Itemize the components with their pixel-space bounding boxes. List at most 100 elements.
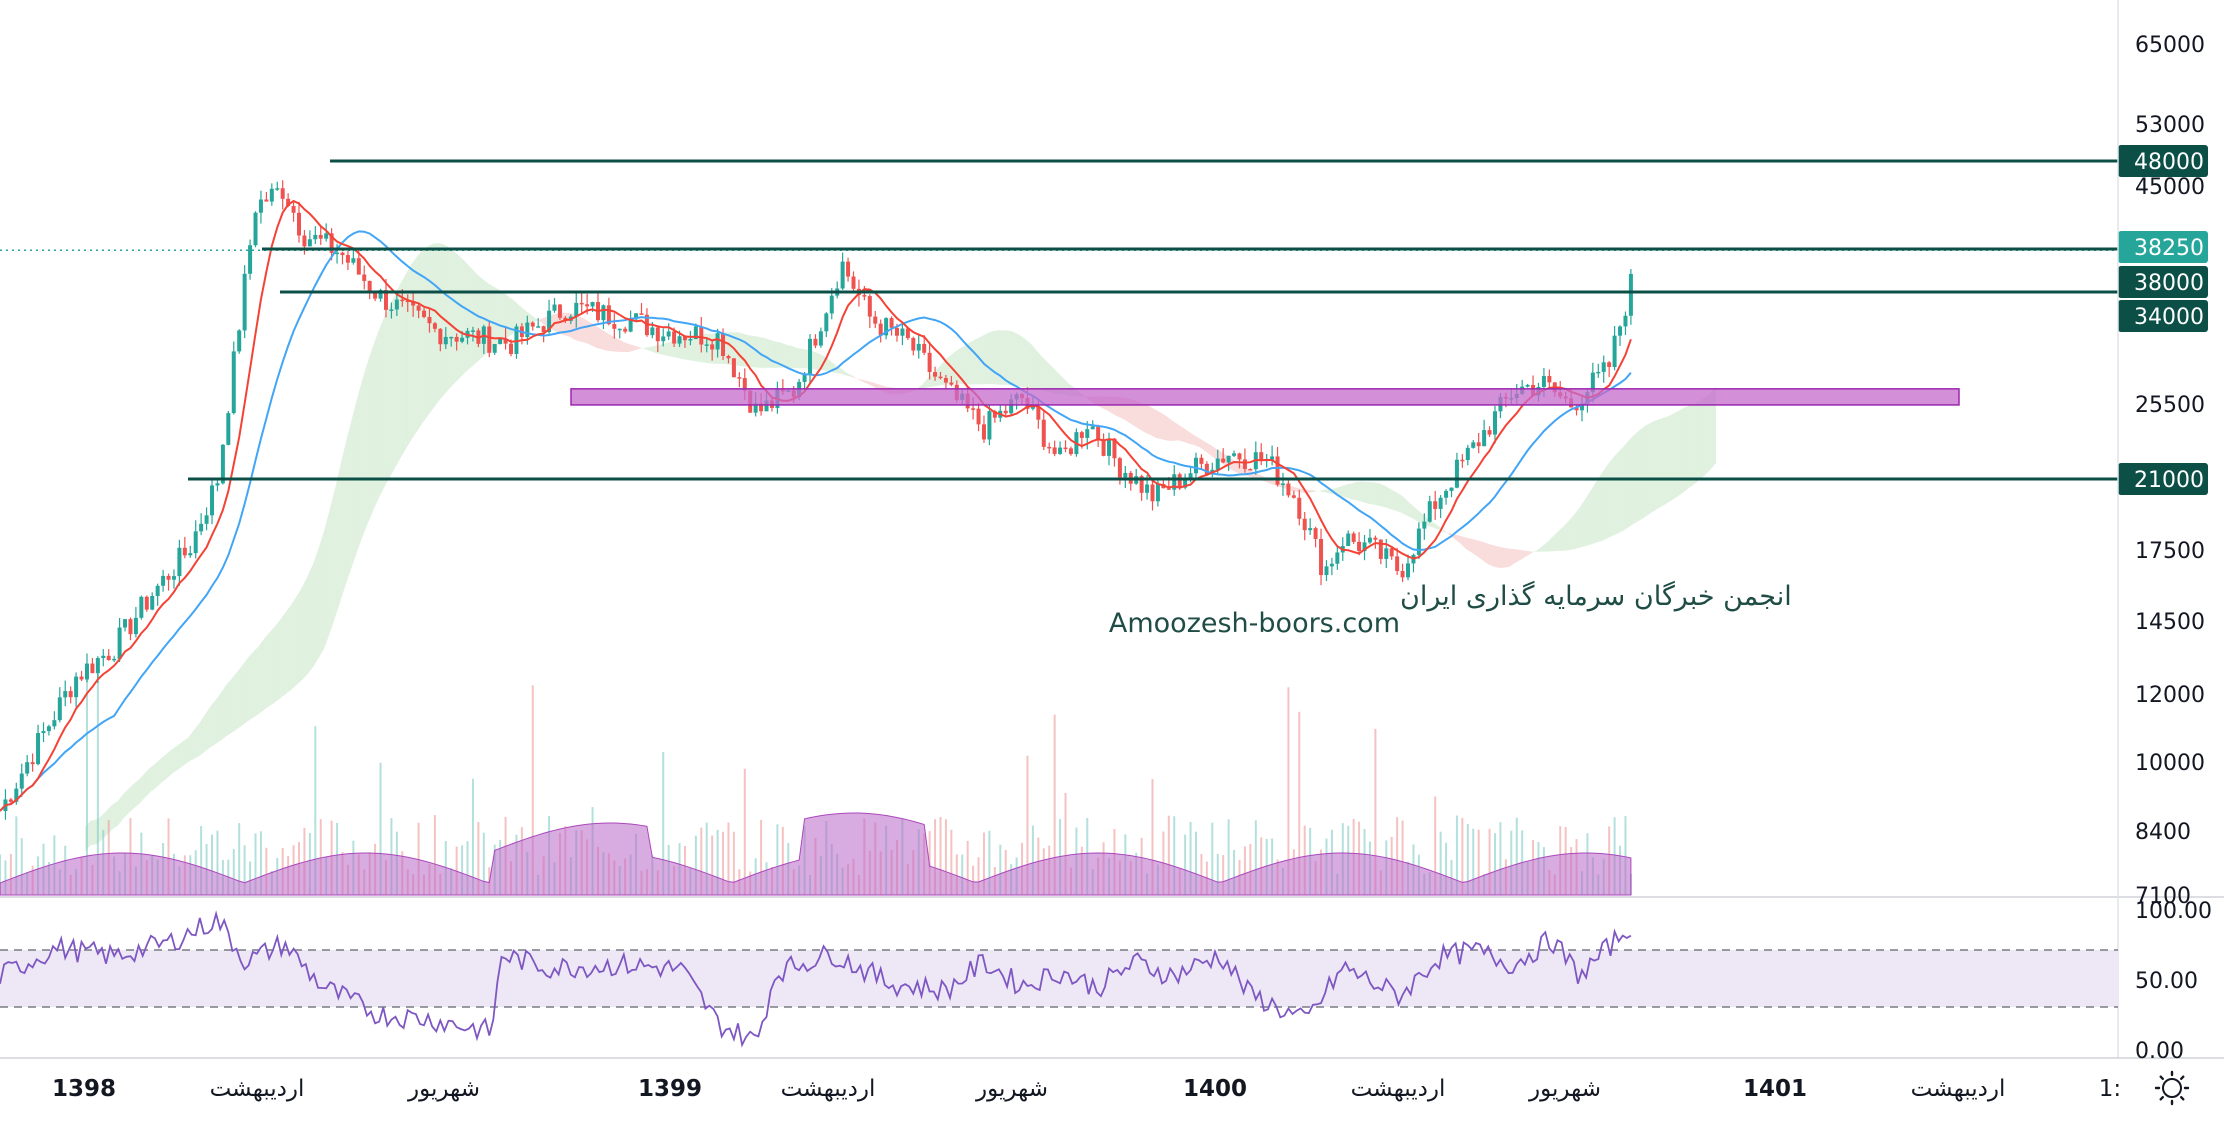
candle-body: [666, 331, 671, 337]
chart-settings-icon[interactable]: [2154, 1070, 2190, 1106]
watermark-line1: انجمن خبرگان سرمایه گذاری ایران: [1400, 580, 1792, 612]
candle-body: [1618, 326, 1623, 336]
volume-bar: [433, 815, 436, 895]
cloud-segment: [1634, 429, 1640, 524]
candle-body: [1047, 446, 1052, 449]
candle-body: [171, 576, 176, 580]
cloud-segment: [965, 341, 972, 385]
cloud-segment: [1667, 414, 1673, 504]
cloud-segment: [786, 344, 792, 368]
cloud-segment: [427, 243, 434, 416]
candle-body: [106, 655, 111, 660]
price-axis[interactable]: 65000 53000 45000 25500 17500 14500 12000 10000…: [2135, 33, 2205, 909]
cloud-segment: [1166, 416, 1173, 441]
level-label-text: 34000: [2134, 305, 2204, 330]
cloud-segment: [318, 530, 325, 658]
candle-body: [688, 339, 693, 341]
cloud-segment: [280, 611, 287, 698]
time-axis[interactable]: 1398 اردیبهشت شهریور 1399 اردیبهشت شهریور 1400…: [52, 1076, 2121, 1102]
cloud-segment: [204, 706, 211, 752]
volume-bar: [1064, 793, 1067, 895]
candle-body: [438, 328, 443, 345]
cloud-segment: [275, 618, 281, 703]
candle-body: [721, 333, 726, 357]
candle-body: [139, 596, 144, 618]
rsi-tick: 50.00: [2135, 969, 2198, 994]
cloud-segment: [1688, 404, 1695, 489]
candle-body: [123, 619, 128, 628]
cloud-segment: [764, 338, 771, 368]
candle-body: [1346, 533, 1351, 546]
volume-bar: [1184, 834, 1187, 895]
cloud-segment: [1406, 499, 1412, 518]
candle-body: [1579, 403, 1584, 411]
candle-body: [1030, 406, 1035, 409]
candle-body: [144, 596, 149, 610]
candle-body: [210, 485, 215, 516]
candle-body: [258, 199, 263, 213]
cloud-segment: [112, 800, 118, 830]
volume-bar: [1434, 796, 1437, 895]
volume-bar: [461, 845, 464, 895]
volume-ma-area: [0, 812, 1632, 896]
candle-body: [356, 258, 361, 275]
candle-body: [862, 295, 867, 297]
volume-bar: [466, 841, 469, 895]
cloud-segment: [645, 346, 651, 352]
candle-body: [416, 305, 421, 311]
cloud-segment: [1444, 530, 1450, 536]
cloud-segment: [422, 246, 428, 424]
candle-body: [927, 352, 932, 373]
candle-body: [878, 323, 883, 336]
cloud-segment: [503, 292, 510, 341]
candle-body: [1259, 452, 1264, 461]
candle-body: [894, 327, 899, 336]
candle-body: [557, 304, 562, 318]
cloud-segment: [449, 247, 455, 389]
candle-body: [536, 326, 541, 328]
candle-body: [1009, 399, 1014, 414]
ma-short-line: [0, 199, 1632, 812]
candle-body: [1068, 448, 1073, 455]
volume-bar: [379, 762, 382, 895]
candle-body: [1492, 411, 1497, 435]
cloud-segment: [362, 361, 368, 537]
candle-body: [1574, 407, 1579, 411]
cloud-segment: [1047, 361, 1053, 393]
cloud-segment: [938, 361, 945, 386]
cloud-segment: [237, 664, 243, 729]
candle-body: [938, 376, 943, 379]
volume-bar: [722, 831, 725, 895]
volume-bar: [1026, 755, 1029, 895]
cloud-segment: [1384, 485, 1390, 509]
volume-bar: [254, 833, 257, 895]
candle-body: [1547, 376, 1552, 383]
volume-bar: [961, 854, 964, 895]
volume-bar: [211, 834, 214, 895]
cloud-segment: [791, 346, 798, 369]
cloud-segment: [188, 730, 194, 763]
cloud-segment: [1699, 397, 1706, 480]
cloud-segment: [1052, 367, 1059, 394]
candle-body: [677, 336, 682, 344]
cloud-segment: [1639, 425, 1646, 521]
candle-body: [498, 338, 503, 345]
level-label-bg: [2118, 300, 2208, 332]
candle-body: [340, 252, 345, 256]
candle-body: [30, 762, 35, 765]
cloud-segment: [395, 283, 401, 468]
cloud-segment: [971, 338, 977, 385]
candle-body: [95, 658, 100, 674]
support-zone: [570, 388, 1960, 406]
candle-body: [1188, 473, 1193, 480]
candle-body: [389, 309, 394, 311]
cloud-segment: [400, 273, 406, 459]
candle-body: [1297, 497, 1302, 519]
cloud-segment: [123, 788, 129, 819]
candle-body: [742, 378, 747, 391]
candle-body: [704, 344, 709, 346]
candle-body: [8, 799, 13, 802]
time-label-month: اردیبهشت: [1911, 1076, 2006, 1102]
volume-bar: [1455, 815, 1458, 895]
